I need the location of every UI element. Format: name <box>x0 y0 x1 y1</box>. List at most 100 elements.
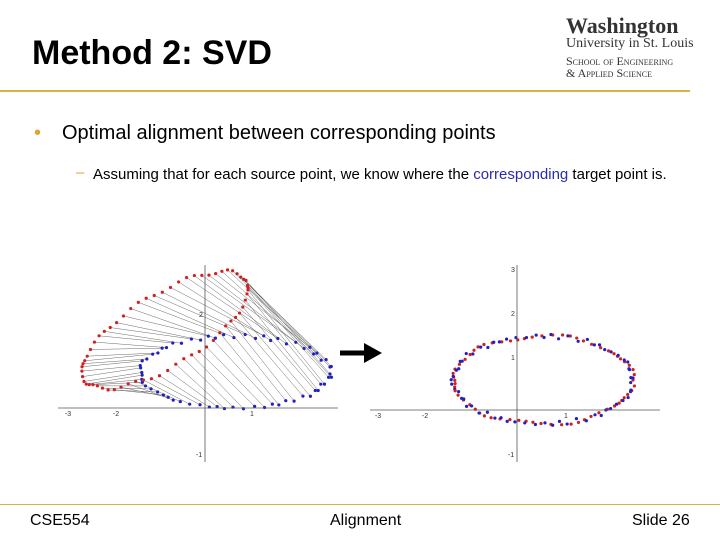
correspondence-line <box>87 352 158 357</box>
target-point <box>616 353 620 357</box>
target-point <box>140 359 144 363</box>
correspondence-line <box>199 351 255 407</box>
source-point <box>508 339 513 343</box>
target-point <box>485 410 490 414</box>
correspondence-line <box>194 275 287 345</box>
source-point <box>472 348 476 352</box>
source-point <box>457 362 462 366</box>
target-point <box>543 421 547 425</box>
correspondence-line <box>89 379 142 385</box>
correspondence-line <box>81 365 141 372</box>
correspondence-line <box>154 295 246 335</box>
correspondence-line <box>167 370 218 407</box>
logo-line: School of Engineering <box>566 53 674 68</box>
tick-label: 1 <box>250 411 254 418</box>
target-point <box>222 406 227 411</box>
correspondence-line <box>186 277 278 339</box>
source-point <box>102 329 106 333</box>
source-point <box>152 293 156 298</box>
target-point <box>316 388 320 393</box>
source-point <box>95 384 99 388</box>
tick-label: 2 <box>511 311 515 318</box>
tick-label: -1 <box>508 452 514 459</box>
correspondence-line <box>208 274 305 349</box>
source-point <box>626 392 630 397</box>
correspondence-line <box>84 353 153 361</box>
target-point <box>329 375 334 379</box>
tick-label: 3 <box>511 267 515 274</box>
target-point <box>462 397 466 401</box>
correspondence-line <box>162 292 256 339</box>
target-point <box>454 368 458 372</box>
source-point <box>597 411 601 415</box>
target-point <box>603 347 607 352</box>
source-point <box>575 336 579 340</box>
correspondence-line <box>99 335 173 344</box>
source-point <box>166 368 170 373</box>
target-point <box>284 399 288 403</box>
correspondence-line <box>135 381 181 402</box>
source-point <box>632 372 636 377</box>
target-point <box>308 345 312 349</box>
target-point <box>189 337 194 341</box>
source-point <box>456 393 460 397</box>
source-point <box>218 331 222 335</box>
target-point <box>477 411 481 415</box>
target-point <box>270 402 274 406</box>
correspondence-line <box>82 367 141 377</box>
target-point <box>319 358 323 362</box>
sub-bullet-marker: – <box>76 164 85 181</box>
source-point <box>182 357 186 361</box>
target-point <box>140 370 144 375</box>
target-point <box>504 337 509 341</box>
source-point <box>225 268 230 272</box>
correspondence-line <box>213 340 273 405</box>
target-point <box>597 343 602 347</box>
target-point <box>479 345 483 349</box>
target-point <box>599 413 603 418</box>
source-point <box>87 383 91 387</box>
source-point <box>468 352 472 357</box>
highlight: corresponding <box>473 166 569 183</box>
source-point <box>134 379 138 383</box>
source-point <box>149 377 153 381</box>
target-point <box>464 351 468 356</box>
source-point <box>126 382 130 386</box>
correspondence-line <box>83 372 142 382</box>
logo: Washington University in St. Louis Schoo… <box>566 14 696 80</box>
target-point <box>199 338 203 342</box>
target-point <box>471 352 475 356</box>
source-point <box>81 362 85 366</box>
target-point <box>451 374 455 379</box>
target-point <box>576 339 580 343</box>
source-point <box>482 414 487 418</box>
target-point <box>557 419 562 423</box>
target-point <box>198 403 202 407</box>
source-point <box>224 324 228 328</box>
target-point <box>593 413 597 417</box>
target-point <box>523 421 527 425</box>
target-point <box>457 367 461 371</box>
correspondence-line <box>151 378 201 405</box>
source-point <box>174 362 178 366</box>
header-rule <box>0 90 690 92</box>
target-point <box>145 357 149 361</box>
source-point <box>631 367 635 372</box>
source-point <box>184 275 189 280</box>
target-point <box>319 382 323 386</box>
target-point <box>533 422 538 427</box>
source-point <box>229 319 233 323</box>
tick-label: -2 <box>113 411 119 418</box>
correspondence-line <box>239 312 311 397</box>
source-point <box>80 369 84 373</box>
target-point <box>262 334 266 338</box>
source-point <box>539 421 543 426</box>
source-point <box>560 333 565 337</box>
target-point <box>328 372 332 376</box>
source-point <box>211 338 215 342</box>
bullet-text: Optimal alignment between corresponding … <box>62 122 496 144</box>
arrow <box>364 343 382 363</box>
correspondence-line <box>215 273 311 348</box>
target-point <box>542 335 546 340</box>
